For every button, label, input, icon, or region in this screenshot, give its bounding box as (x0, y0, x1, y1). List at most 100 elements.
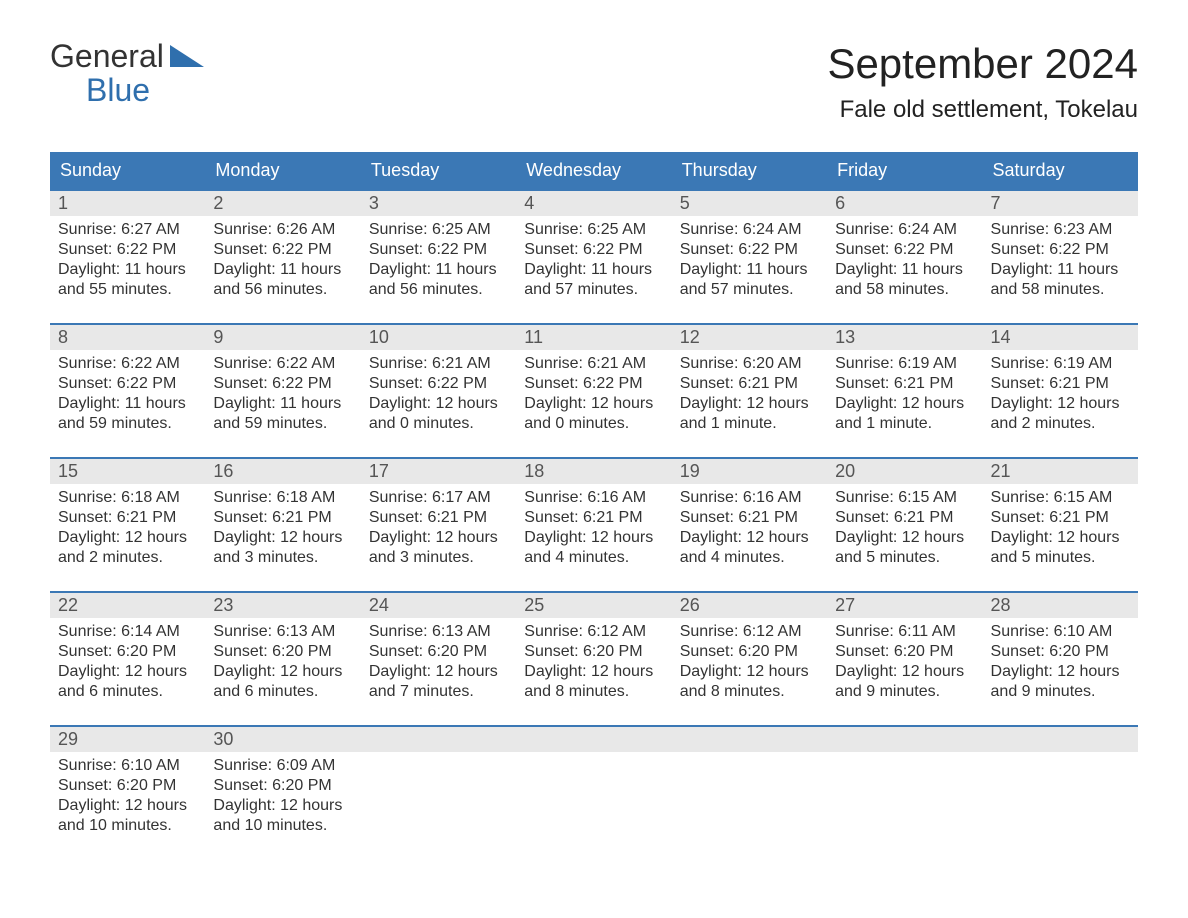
sunrise-text: Sunrise: 6:21 AM (524, 354, 663, 374)
sunrise-text: Sunrise: 6:16 AM (524, 488, 663, 508)
sunrise-text: Sunrise: 6:27 AM (58, 220, 197, 240)
day-cell: 14Sunrise: 6:19 AMSunset: 6:21 PMDayligh… (983, 325, 1138, 443)
day-body: Sunrise: 6:16 AMSunset: 6:21 PMDaylight:… (672, 484, 827, 576)
sunrise-text: Sunrise: 6:24 AM (835, 220, 974, 240)
sunset-text: Sunset: 6:20 PM (524, 642, 663, 662)
day-body (672, 752, 827, 764)
day-cell: 8Sunrise: 6:22 AMSunset: 6:22 PMDaylight… (50, 325, 205, 443)
sunrise-text: Sunrise: 6:25 AM (369, 220, 508, 240)
day-body: Sunrise: 6:26 AMSunset: 6:22 PMDaylight:… (205, 216, 360, 308)
day-body: Sunrise: 6:23 AMSunset: 6:22 PMDaylight:… (983, 216, 1138, 308)
daylight-text: Daylight: 12 hours and 4 minutes. (524, 528, 663, 568)
day-number: 15 (50, 459, 205, 484)
day-number: 19 (672, 459, 827, 484)
day-cell (983, 727, 1138, 845)
calendar: Sunday Monday Tuesday Wednesday Thursday… (50, 152, 1138, 845)
daylight-text: Daylight: 11 hours and 57 minutes. (680, 260, 819, 300)
sunrise-text: Sunrise: 6:26 AM (213, 220, 352, 240)
daylight-text: Daylight: 11 hours and 56 minutes. (369, 260, 508, 300)
day-body: Sunrise: 6:12 AMSunset: 6:20 PMDaylight:… (516, 618, 671, 710)
daylight-text: Daylight: 11 hours and 59 minutes. (213, 394, 352, 434)
brand-triangle-icon (170, 45, 204, 67)
sunrise-text: Sunrise: 6:09 AM (213, 756, 352, 776)
day-body: Sunrise: 6:19 AMSunset: 6:21 PMDaylight:… (827, 350, 982, 442)
daylight-text: Daylight: 12 hours and 0 minutes. (369, 394, 508, 434)
day-body (983, 752, 1138, 764)
day-number: 14 (983, 325, 1138, 350)
day-body: Sunrise: 6:22 AMSunset: 6:22 PMDaylight:… (205, 350, 360, 442)
day-cell: 11Sunrise: 6:21 AMSunset: 6:22 PMDayligh… (516, 325, 671, 443)
day-cell: 9Sunrise: 6:22 AMSunset: 6:22 PMDaylight… (205, 325, 360, 443)
sunset-text: Sunset: 6:20 PM (58, 776, 197, 796)
day-number (361, 727, 516, 752)
sunset-text: Sunset: 6:22 PM (524, 240, 663, 260)
sunrise-text: Sunrise: 6:14 AM (58, 622, 197, 642)
daylight-text: Daylight: 12 hours and 4 minutes. (680, 528, 819, 568)
week-row: 22Sunrise: 6:14 AMSunset: 6:20 PMDayligh… (50, 591, 1138, 711)
day-cell: 5Sunrise: 6:24 AMSunset: 6:22 PMDaylight… (672, 191, 827, 309)
daylight-text: Daylight: 11 hours and 57 minutes. (524, 260, 663, 300)
sunset-text: Sunset: 6:21 PM (680, 508, 819, 528)
daylight-text: Daylight: 12 hours and 6 minutes. (213, 662, 352, 702)
sunrise-text: Sunrise: 6:19 AM (991, 354, 1130, 374)
day-body: Sunrise: 6:15 AMSunset: 6:21 PMDaylight:… (983, 484, 1138, 576)
day-cell: 29Sunrise: 6:10 AMSunset: 6:20 PMDayligh… (50, 727, 205, 845)
sunrise-text: Sunrise: 6:10 AM (58, 756, 197, 776)
sunrise-text: Sunrise: 6:16 AM (680, 488, 819, 508)
sunset-text: Sunset: 6:21 PM (835, 374, 974, 394)
day-cell: 27Sunrise: 6:11 AMSunset: 6:20 PMDayligh… (827, 593, 982, 711)
day-body: Sunrise: 6:21 AMSunset: 6:22 PMDaylight:… (516, 350, 671, 442)
sunset-text: Sunset: 6:22 PM (58, 374, 197, 394)
day-number: 20 (827, 459, 982, 484)
sunrise-text: Sunrise: 6:25 AM (524, 220, 663, 240)
daylight-text: Daylight: 11 hours and 58 minutes. (991, 260, 1130, 300)
day-number: 22 (50, 593, 205, 618)
day-body: Sunrise: 6:19 AMSunset: 6:21 PMDaylight:… (983, 350, 1138, 442)
sunset-text: Sunset: 6:22 PM (991, 240, 1130, 260)
week-row: 29Sunrise: 6:10 AMSunset: 6:20 PMDayligh… (50, 725, 1138, 845)
sunset-text: Sunset: 6:22 PM (58, 240, 197, 260)
day-body (516, 752, 671, 764)
day-body: Sunrise: 6:18 AMSunset: 6:21 PMDaylight:… (205, 484, 360, 576)
day-number: 6 (827, 191, 982, 216)
sunset-text: Sunset: 6:22 PM (213, 240, 352, 260)
sunrise-text: Sunrise: 6:10 AM (991, 622, 1130, 642)
day-body: Sunrise: 6:20 AMSunset: 6:21 PMDaylight:… (672, 350, 827, 442)
day-number: 27 (827, 593, 982, 618)
day-cell: 2Sunrise: 6:26 AMSunset: 6:22 PMDaylight… (205, 191, 360, 309)
week-row: 1Sunrise: 6:27 AMSunset: 6:22 PMDaylight… (50, 189, 1138, 309)
sunset-text: Sunset: 6:22 PM (680, 240, 819, 260)
day-cell: 18Sunrise: 6:16 AMSunset: 6:21 PMDayligh… (516, 459, 671, 577)
dow-sunday: Sunday (50, 152, 205, 189)
header: General Blue September 2024 Fale old set… (50, 40, 1138, 124)
daylight-text: Daylight: 12 hours and 2 minutes. (58, 528, 197, 568)
dow-thursday: Thursday (672, 152, 827, 189)
sunset-text: Sunset: 6:21 PM (369, 508, 508, 528)
sunset-text: Sunset: 6:22 PM (369, 240, 508, 260)
daylight-text: Daylight: 12 hours and 2 minutes. (991, 394, 1130, 434)
day-number: 11 (516, 325, 671, 350)
sunset-text: Sunset: 6:21 PM (991, 374, 1130, 394)
brand-logo: General Blue (50, 40, 204, 107)
day-cell: 16Sunrise: 6:18 AMSunset: 6:21 PMDayligh… (205, 459, 360, 577)
day-body: Sunrise: 6:15 AMSunset: 6:21 PMDaylight:… (827, 484, 982, 576)
daylight-text: Daylight: 11 hours and 59 minutes. (58, 394, 197, 434)
sunrise-text: Sunrise: 6:18 AM (213, 488, 352, 508)
day-number: 2 (205, 191, 360, 216)
day-number: 1 (50, 191, 205, 216)
day-body: Sunrise: 6:22 AMSunset: 6:22 PMDaylight:… (50, 350, 205, 442)
day-cell: 6Sunrise: 6:24 AMSunset: 6:22 PMDaylight… (827, 191, 982, 309)
daylight-text: Daylight: 12 hours and 1 minute. (680, 394, 819, 434)
daylight-text: Daylight: 12 hours and 8 minutes. (524, 662, 663, 702)
sunrise-text: Sunrise: 6:13 AM (213, 622, 352, 642)
week-row: 15Sunrise: 6:18 AMSunset: 6:21 PMDayligh… (50, 457, 1138, 577)
dow-wednesday: Wednesday (516, 152, 671, 189)
daylight-text: Daylight: 12 hours and 10 minutes. (213, 796, 352, 836)
sunrise-text: Sunrise: 6:12 AM (524, 622, 663, 642)
sunset-text: Sunset: 6:20 PM (369, 642, 508, 662)
day-number: 3 (361, 191, 516, 216)
sunset-text: Sunset: 6:22 PM (213, 374, 352, 394)
day-body: Sunrise: 6:13 AMSunset: 6:20 PMDaylight:… (361, 618, 516, 710)
day-number (827, 727, 982, 752)
day-body: Sunrise: 6:10 AMSunset: 6:20 PMDaylight:… (50, 752, 205, 844)
